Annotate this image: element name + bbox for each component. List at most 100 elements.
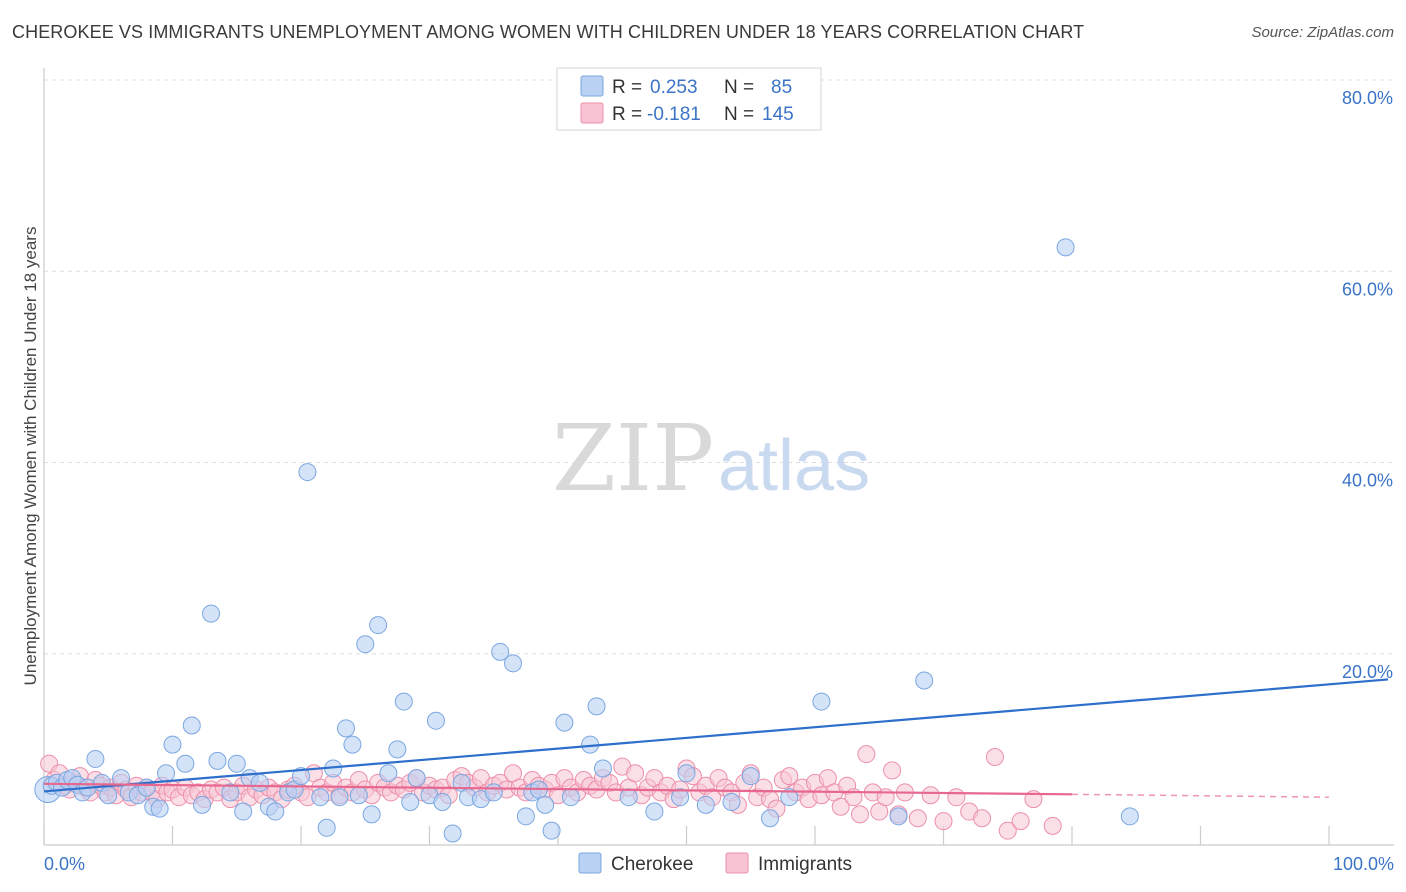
legend-n-label-1: N = (724, 77, 754, 98)
cherokee-point-26 (227, 754, 246, 773)
immigrants-legend-label: Immigrants (758, 854, 852, 875)
cherokee-point-20 (176, 754, 195, 773)
chart-title: CHEROKEE VS IMMIGRANTS UNEMPLOYMENT AMON… (12, 22, 1085, 42)
cherokee-point-69 (587, 697, 606, 716)
cherokee-point-73 (671, 788, 690, 807)
watermark: ZIP atlas (552, 405, 870, 512)
cherokee-point-83 (1056, 238, 1075, 257)
cherokee-point-64 (536, 795, 555, 814)
cherokee-point-74 (677, 764, 696, 783)
legend-n-value-1: 85 (771, 77, 792, 98)
cherokee-point-23 (202, 604, 221, 623)
y-tick-label-20: 20.0% (1342, 662, 1393, 682)
immigrants-point-120 (780, 767, 799, 786)
cherokee-point-41 (343, 735, 362, 754)
gridlines (44, 79, 1394, 655)
cherokee-point-72 (645, 802, 664, 821)
immigrants-point-146 (998, 821, 1017, 840)
immigrants-point-136 (883, 761, 902, 780)
cherokee-point-21 (182, 716, 201, 735)
immigrants-legend-swatch (580, 102, 604, 124)
watermark-zip: ZIP (552, 405, 714, 512)
y-axis-label: Unemployment Among Women with Children U… (21, 227, 40, 686)
cherokee-points (34, 238, 1139, 843)
legend-r-value-1: 0.253 (650, 77, 698, 98)
immigrants-point-142 (947, 788, 966, 807)
x-axis-ticks (43, 826, 1330, 845)
cherokee-point-66 (555, 713, 574, 732)
cherokee-point-67 (561, 788, 580, 807)
immigrants-point-132 (857, 745, 876, 764)
cherokee-point-29 (250, 773, 269, 792)
x-tick-label-max: 100.0% (1333, 854, 1394, 874)
cherokee-legend-swatch (580, 75, 604, 97)
cherokee-point-79 (780, 788, 799, 807)
immigrants-point-96 (626, 764, 645, 783)
legend-r-label-2: R = (612, 104, 642, 125)
cherokee-point-17 (150, 799, 169, 818)
cherokee-trend-line (43, 678, 1389, 793)
cherokee-point-9 (86, 749, 105, 768)
cherokee-point-47 (388, 740, 407, 759)
cherokee-point-48 (394, 692, 413, 711)
x-tick-label-min: 0.0% (44, 854, 85, 874)
legend-n-value-2: 145 (762, 104, 794, 125)
cherokee-point-50 (407, 769, 426, 788)
cherokee-point-81 (889, 807, 908, 826)
cherokee-point-58 (484, 783, 503, 802)
cherokee-point-40 (336, 719, 355, 738)
cherokee-point-84 (1120, 807, 1139, 826)
bottom-legend: Cherokee Immigrants (578, 852, 852, 875)
cherokee-point-44 (362, 805, 381, 824)
cherokee-point-25 (221, 783, 240, 802)
immigrants-point-135 (876, 788, 895, 807)
immigrants-point-147 (1011, 812, 1030, 831)
y-tick-label-40: 40.0% (1342, 471, 1393, 491)
cherokee-point-42 (349, 786, 368, 805)
cherokee-point-82 (915, 671, 934, 690)
y-tick-label-80: 80.0% (1342, 88, 1393, 108)
cherokee-point-71 (619, 788, 638, 807)
cherokee-point-61 (516, 807, 535, 826)
cherokee-point-49 (401, 792, 420, 811)
cherokee-point-31 (266, 802, 285, 821)
cherokee-point-65 (542, 821, 561, 840)
cherokee-point-11 (99, 786, 118, 805)
immigrants-point-139 (908, 809, 927, 828)
immigrants-point-145 (985, 748, 1004, 767)
immigrants-trend-extension (1071, 793, 1330, 798)
cherokee-point-39 (330, 788, 349, 807)
immigrants-bottom-swatch (725, 852, 749, 874)
cherokee-point-78 (761, 809, 780, 828)
legend-r-value-2: -0.181 (647, 104, 701, 125)
trend-lines (43, 678, 1389, 798)
cherokee-point-45 (369, 616, 388, 635)
y-tick-labels: 20.0% 40.0% 60.0% 80.0% (1342, 88, 1393, 682)
cherokee-bottom-swatch (578, 852, 602, 874)
cherokee-point-22 (193, 795, 212, 814)
cherokee-point-34 (292, 767, 310, 786)
cherokee-point-59 (491, 642, 510, 661)
cherokee-point-35 (298, 463, 317, 482)
cherokee-legend-label: Cherokee (611, 854, 693, 875)
cherokee-point-54 (443, 824, 462, 843)
cherokee-point-80 (812, 692, 831, 711)
immigrants-point-128 (831, 797, 850, 816)
cherokee-point-37 (317, 818, 336, 837)
immigrants-trend-line (43, 782, 1073, 796)
cherokee-point-19 (163, 735, 182, 754)
axes (43, 68, 1394, 846)
immigrants-point-131 (850, 805, 869, 824)
immigrants-point-144 (973, 809, 992, 828)
cherokee-point-70 (593, 759, 612, 778)
cherokee-point-53 (433, 792, 452, 811)
cherokee-point-75 (696, 795, 715, 814)
cherokee-point-43 (356, 635, 375, 654)
cherokee-point-76 (722, 792, 741, 811)
immigrants-point-149 (1043, 816, 1062, 835)
legend-r-label-1: R = (612, 77, 642, 98)
legend-n-label-2: N = (724, 104, 754, 125)
source-label: Source: ZipAtlas.com (1251, 24, 1394, 41)
cherokee-point-12 (112, 769, 131, 788)
